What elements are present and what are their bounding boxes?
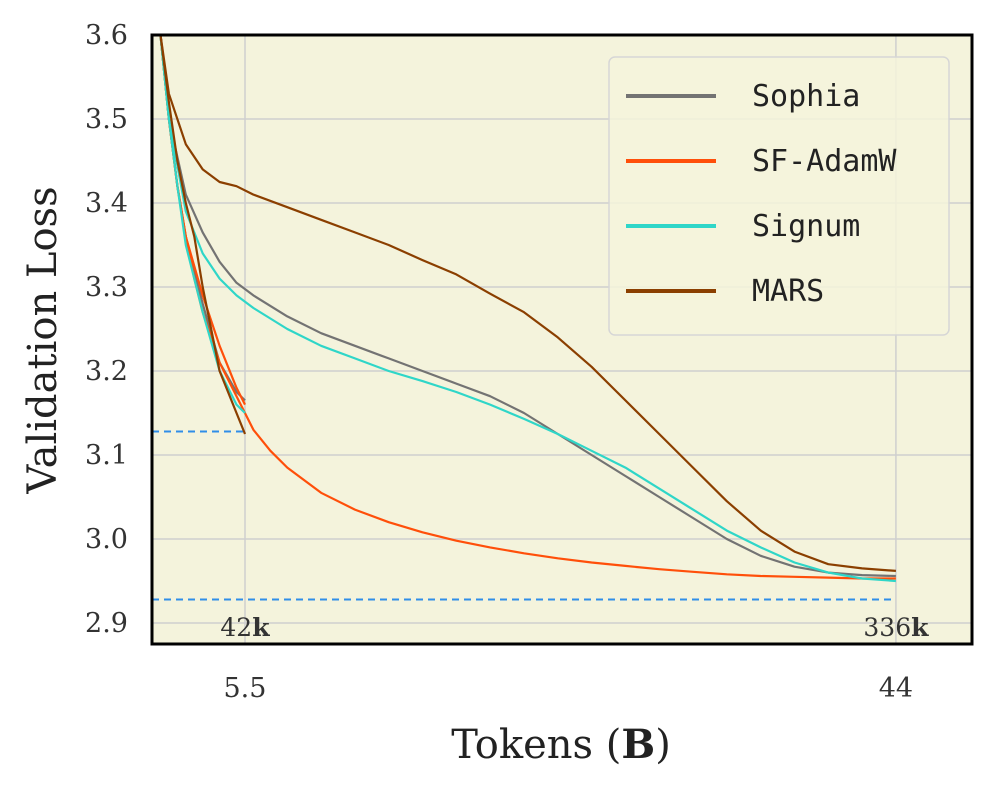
y-axis-ticks: 2.9 3.0 3.1 3.2 3.3 3.4 3.5 3.6 (85, 20, 128, 639)
y-tick-label: 3.4 (85, 188, 128, 219)
x-axis-label-open-paren: ( (593, 722, 621, 768)
y-tick-label: 2.9 (85, 608, 128, 639)
y-axis-label: Validation Loss (20, 186, 66, 494)
legend-box (608, 56, 950, 336)
y-tick-label: 3.1 (85, 440, 128, 471)
x-axis-label-unit: B (621, 721, 655, 768)
series-line-signum (159, 35, 896, 583)
series-line-sophia (159, 35, 896, 578)
legend-label: SF-AdamW (752, 144, 897, 179)
step-annotation-number: 42 (220, 613, 252, 642)
y-tick-label: 3.2 (85, 356, 128, 387)
reference-lines (152, 430, 896, 601)
series-line-mars (159, 35, 896, 572)
x-axis-label: Tokens (B) (451, 721, 671, 768)
step-annotation-suffix: k (911, 613, 929, 642)
x-tick-label: 5.5 (224, 673, 267, 704)
y-tick-label: 3.0 (85, 524, 128, 555)
step-annotation-number: 336 (863, 613, 911, 642)
step-annotation: 42k (220, 613, 270, 642)
series-line-mars (159, 35, 247, 435)
x-tick-label: 44 (879, 673, 913, 704)
x-axis-ticks: 5.5 44 (224, 673, 914, 704)
x-axis-label-text: Tokens (451, 722, 593, 768)
annotations: 42k 336k (220, 613, 929, 642)
legend: Sophia SF-AdamW Signum MARS (608, 56, 950, 336)
series-lines (159, 35, 896, 583)
legend-label: MARS (752, 274, 824, 309)
x-axis-label-close-paren: ) (655, 722, 671, 768)
y-tick-label: 3.6 (85, 20, 128, 51)
legend-label: Sophia (752, 79, 860, 114)
y-tick-label: 3.3 (85, 272, 128, 303)
y-tick-label: 3.5 (85, 104, 128, 135)
legend-label: Signum (752, 209, 860, 244)
plot-frame (150, 33, 974, 646)
step-annotation-suffix: k (252, 613, 270, 642)
step-annotation: 336k (863, 613, 929, 642)
